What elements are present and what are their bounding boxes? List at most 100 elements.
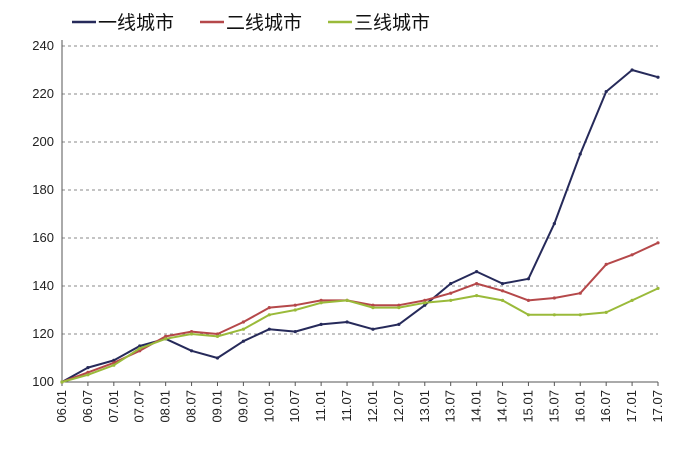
data-point (371, 327, 375, 331)
data-point (423, 303, 427, 307)
data-point (552, 313, 556, 317)
data-point (397, 306, 401, 310)
data-point (397, 303, 401, 307)
y-tick-label: 140 (32, 278, 54, 293)
data-point (293, 303, 297, 307)
x-tick-label: 07.07 (132, 390, 147, 423)
legend-label: 一线城市 (98, 12, 174, 34)
data-point (189, 330, 194, 334)
x-tick-label: 15.01 (520, 390, 535, 423)
x-tick-label: 16.07 (598, 390, 613, 423)
x-tick-label: 08.01 (158, 390, 173, 423)
data-point (215, 332, 220, 336)
legend-label: 三线城市 (354, 12, 430, 34)
x-tick-label: 11.01 (313, 390, 328, 422)
x-tick-label: 13.07 (443, 390, 458, 423)
data-point (345, 320, 349, 324)
grid-lines (62, 45, 658, 335)
series-line (61, 69, 659, 383)
x-tick-label: 09.01 (209, 390, 224, 423)
data-point (526, 298, 531, 302)
x-tick-label: 06.07 (80, 390, 95, 423)
data-point (138, 344, 142, 348)
data-point (552, 296, 556, 300)
y-tick-label: 100 (32, 374, 54, 389)
data-point (241, 320, 245, 324)
data-point (319, 322, 323, 326)
data-point (60, 380, 64, 384)
data-point (241, 339, 245, 343)
y-tick-label: 120 (32, 326, 54, 341)
y-tick-label: 220 (32, 86, 54, 101)
data-point (215, 334, 220, 338)
data-point (86, 370, 90, 374)
series-line (61, 287, 659, 383)
data-point (656, 75, 660, 79)
data-point (112, 363, 116, 367)
data-point (267, 313, 271, 317)
axes (61, 40, 658, 383)
data-point (604, 262, 608, 266)
x-tick-label: 11.07 (339, 390, 354, 422)
x-axis-ticks: 06.01 06.07 07.01 07.07 08.01 08.07 09.01 09.07… (54, 382, 665, 423)
x-tick-label: 09.07 (235, 390, 250, 423)
data-point (500, 289, 505, 293)
data-point (423, 298, 427, 302)
data-point (526, 277, 531, 281)
y-axis-ticks: 100 120 140 160 180 200 220 240 (32, 38, 54, 389)
x-tick-label: 17.07 (650, 390, 665, 423)
data-point (86, 373, 90, 377)
data-point (138, 346, 142, 350)
data-point (293, 308, 297, 312)
data-point (475, 282, 479, 286)
data-point (449, 291, 453, 295)
x-tick-label: 15.07 (546, 390, 561, 423)
data-point (371, 306, 375, 310)
data-point (449, 282, 453, 286)
y-tick-label: 180 (32, 182, 54, 197)
data-point (164, 337, 168, 341)
data-point (267, 306, 271, 310)
x-tick-label: 12.07 (391, 390, 406, 423)
x-tick-label: 16.01 (572, 390, 587, 423)
data-point (189, 349, 194, 353)
data-point (500, 282, 505, 286)
data-point (86, 366, 90, 370)
data-point (475, 294, 479, 298)
data-point (241, 327, 245, 331)
x-tick-label: 12.01 (365, 390, 380, 423)
data-point (604, 310, 608, 314)
data-point (656, 286, 660, 290)
data-point (578, 152, 582, 156)
data-point (215, 356, 220, 360)
data-point (397, 322, 401, 326)
x-tick-label: 08.07 (184, 390, 199, 423)
x-tick-label: 14.01 (469, 390, 484, 423)
data-point (630, 298, 634, 302)
data-point (630, 68, 634, 72)
data-point (552, 222, 556, 226)
y-tick-label: 200 (32, 134, 54, 149)
data-point (604, 90, 608, 94)
x-tick-label: 13.01 (417, 390, 432, 423)
data-point (267, 327, 271, 331)
data-point (449, 298, 453, 302)
x-tick-label: 14.07 (495, 390, 510, 423)
series-lines (60, 68, 660, 384)
data-point (112, 358, 116, 362)
data-point (526, 313, 531, 317)
data-point (319, 298, 323, 302)
data-point (345, 298, 349, 302)
y-tick-label: 240 (32, 38, 54, 53)
x-tick-label: 07.01 (106, 390, 121, 423)
legend-label: 二线城市 (226, 12, 302, 34)
data-point (371, 303, 375, 307)
data-point (656, 241, 660, 245)
x-tick-label: 17.01 (624, 390, 639, 423)
data-point (630, 253, 634, 257)
data-point (578, 313, 582, 317)
series-line (61, 241, 659, 383)
data-point (293, 330, 297, 334)
legend: 一线城市 二线城市 三线城市 (72, 12, 430, 34)
